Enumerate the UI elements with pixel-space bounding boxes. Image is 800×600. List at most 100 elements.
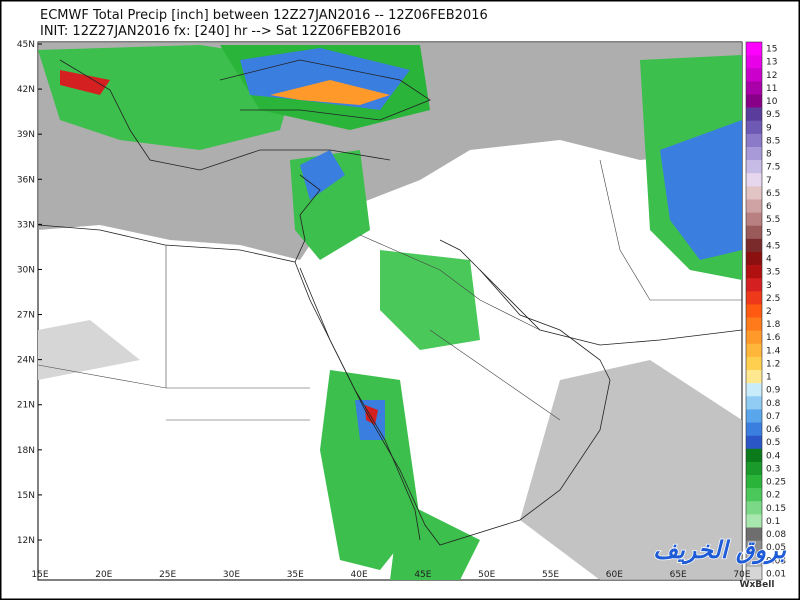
colorbar-swatch <box>746 94 762 108</box>
precip-field <box>38 42 742 580</box>
colorbar-swatch <box>746 540 762 555</box>
lon-label: 30E <box>223 570 240 580</box>
colorbar-swatch <box>746 422 762 436</box>
colorbar-swatch <box>746 81 762 95</box>
colorbar-swatch <box>746 330 762 345</box>
colorbar-swatch <box>746 527 762 541</box>
colorbar-label: 10 <box>766 97 778 107</box>
watermark: بروق الخريف <box>653 536 786 565</box>
title-line-1: ECMWF Total Precip [inch] between 12Z27J… <box>40 8 488 23</box>
colorbar-label: 1.4 <box>766 346 781 356</box>
colorbar-label: 0.5 <box>766 438 780 448</box>
colorbar-label: 0.1 <box>766 517 780 527</box>
colorbar-swatch <box>746 238 762 253</box>
colorbar-label: 0.08 <box>766 530 786 540</box>
colorbar-label: 0.7 <box>766 412 780 422</box>
colorbar-swatch <box>746 488 762 502</box>
colorbar-swatch <box>746 343 762 358</box>
colorbar-label: 3.5 <box>766 268 780 278</box>
colorbar-label: 9.5 <box>766 110 780 120</box>
colorbar-label: 1.8 <box>766 320 781 330</box>
colorbar-swatch <box>746 278 762 292</box>
colorbar-swatch <box>746 120 762 135</box>
colorbar-swatch <box>746 461 762 476</box>
lat-label: 12N <box>17 536 35 546</box>
lon-label: 15E <box>31 570 48 580</box>
lon-label: 65E <box>670 570 687 580</box>
lon-label: 35E <box>287 570 304 580</box>
colorbar-label: 7.5 <box>766 163 780 173</box>
colorbar-label: 2.5 <box>766 294 780 304</box>
lon-label: 50E <box>478 570 495 580</box>
colorbar-label: 1.2 <box>766 359 780 369</box>
colorbar-label: 15 <box>766 45 777 55</box>
colorbar-label: 5 <box>766 228 772 238</box>
lat-label: 27N <box>17 311 35 321</box>
colorbar-outline <box>745 41 763 581</box>
colorbar-swatch <box>746 448 762 463</box>
colorbar-label: 4.5 <box>766 241 780 251</box>
colorbar-label: 4 <box>766 255 772 265</box>
colorbar-swatch <box>746 501 762 515</box>
colorbar-swatch <box>746 251 762 266</box>
lon-label: 60E <box>606 570 623 580</box>
lat-label: 42N <box>17 85 35 95</box>
colorbar-label: 9 <box>766 123 772 133</box>
colorbar-swatch <box>746 356 762 371</box>
colorbar-label: 0.25 <box>766 478 786 488</box>
colorbar-swatch <box>746 42 762 56</box>
lon-label: 70E <box>733 570 750 580</box>
colorbar-label: 5.5 <box>766 215 780 225</box>
colorbar-swatch <box>746 435 762 450</box>
lat-label: 30N <box>17 265 35 275</box>
colorbar-swatch <box>746 68 762 82</box>
lon-label: 25E <box>159 570 176 580</box>
lat-label: 33N <box>17 220 35 230</box>
lat-label: 24N <box>17 356 35 366</box>
colorbar: 15131211109.598.587.576.565.554.543.532.… <box>745 41 786 581</box>
colorbar-label: 8.5 <box>766 136 780 146</box>
colorbar-swatch <box>746 396 762 410</box>
colorbar-label: 0.4 <box>766 451 781 461</box>
colorbar-swatch <box>746 107 762 122</box>
colorbar-label: 6 <box>766 202 772 212</box>
colorbar-label: 0.3 <box>766 464 780 474</box>
colorbar-label: 0.05 <box>766 543 786 553</box>
lon-label: 55E <box>542 570 559 580</box>
colorbar-swatch <box>746 409 762 423</box>
colorbar-swatch <box>746 225 762 240</box>
colorbar-label: 13 <box>766 58 777 68</box>
colorbar-swatch <box>746 160 762 174</box>
lat-label: 36N <box>17 175 35 185</box>
colorbar-swatch <box>746 265 762 279</box>
lon-label: 40E <box>351 570 368 580</box>
colorbar-swatch <box>746 370 762 384</box>
colorbar-swatch <box>746 133 762 148</box>
colorbar-swatch <box>746 566 762 581</box>
colorbar-swatch <box>746 553 762 568</box>
lat-label: 15N <box>17 491 35 501</box>
colorbar-label: 3 <box>766 281 772 291</box>
logo: WxBell <box>740 580 775 590</box>
lat-label: 18N <box>17 446 35 456</box>
lat-label: 21N <box>17 401 35 411</box>
colorbar-swatch <box>746 383 762 397</box>
lon-label: 45E <box>414 570 431 580</box>
colorbar-label: 0.15 <box>766 504 786 514</box>
colorbar-label: 0.2 <box>766 491 780 501</box>
colorbar-label: 8 <box>766 150 772 160</box>
lat-label: 45N <box>17 40 35 50</box>
colorbar-swatch <box>746 186 762 200</box>
colorbar-label: 0.03 <box>766 556 786 566</box>
colorbar-swatch <box>746 475 762 489</box>
colorbar-swatch <box>746 514 762 528</box>
colorbar-swatch <box>746 317 762 331</box>
colorbar-label: 0.8 <box>766 399 781 409</box>
colorbar-label: 1.6 <box>766 333 781 343</box>
colorbar-label: 12 <box>766 71 777 81</box>
colorbar-swatch <box>746 173 762 187</box>
colorbar-label: 7 <box>766 176 772 186</box>
lon-label: 20E <box>95 570 112 580</box>
